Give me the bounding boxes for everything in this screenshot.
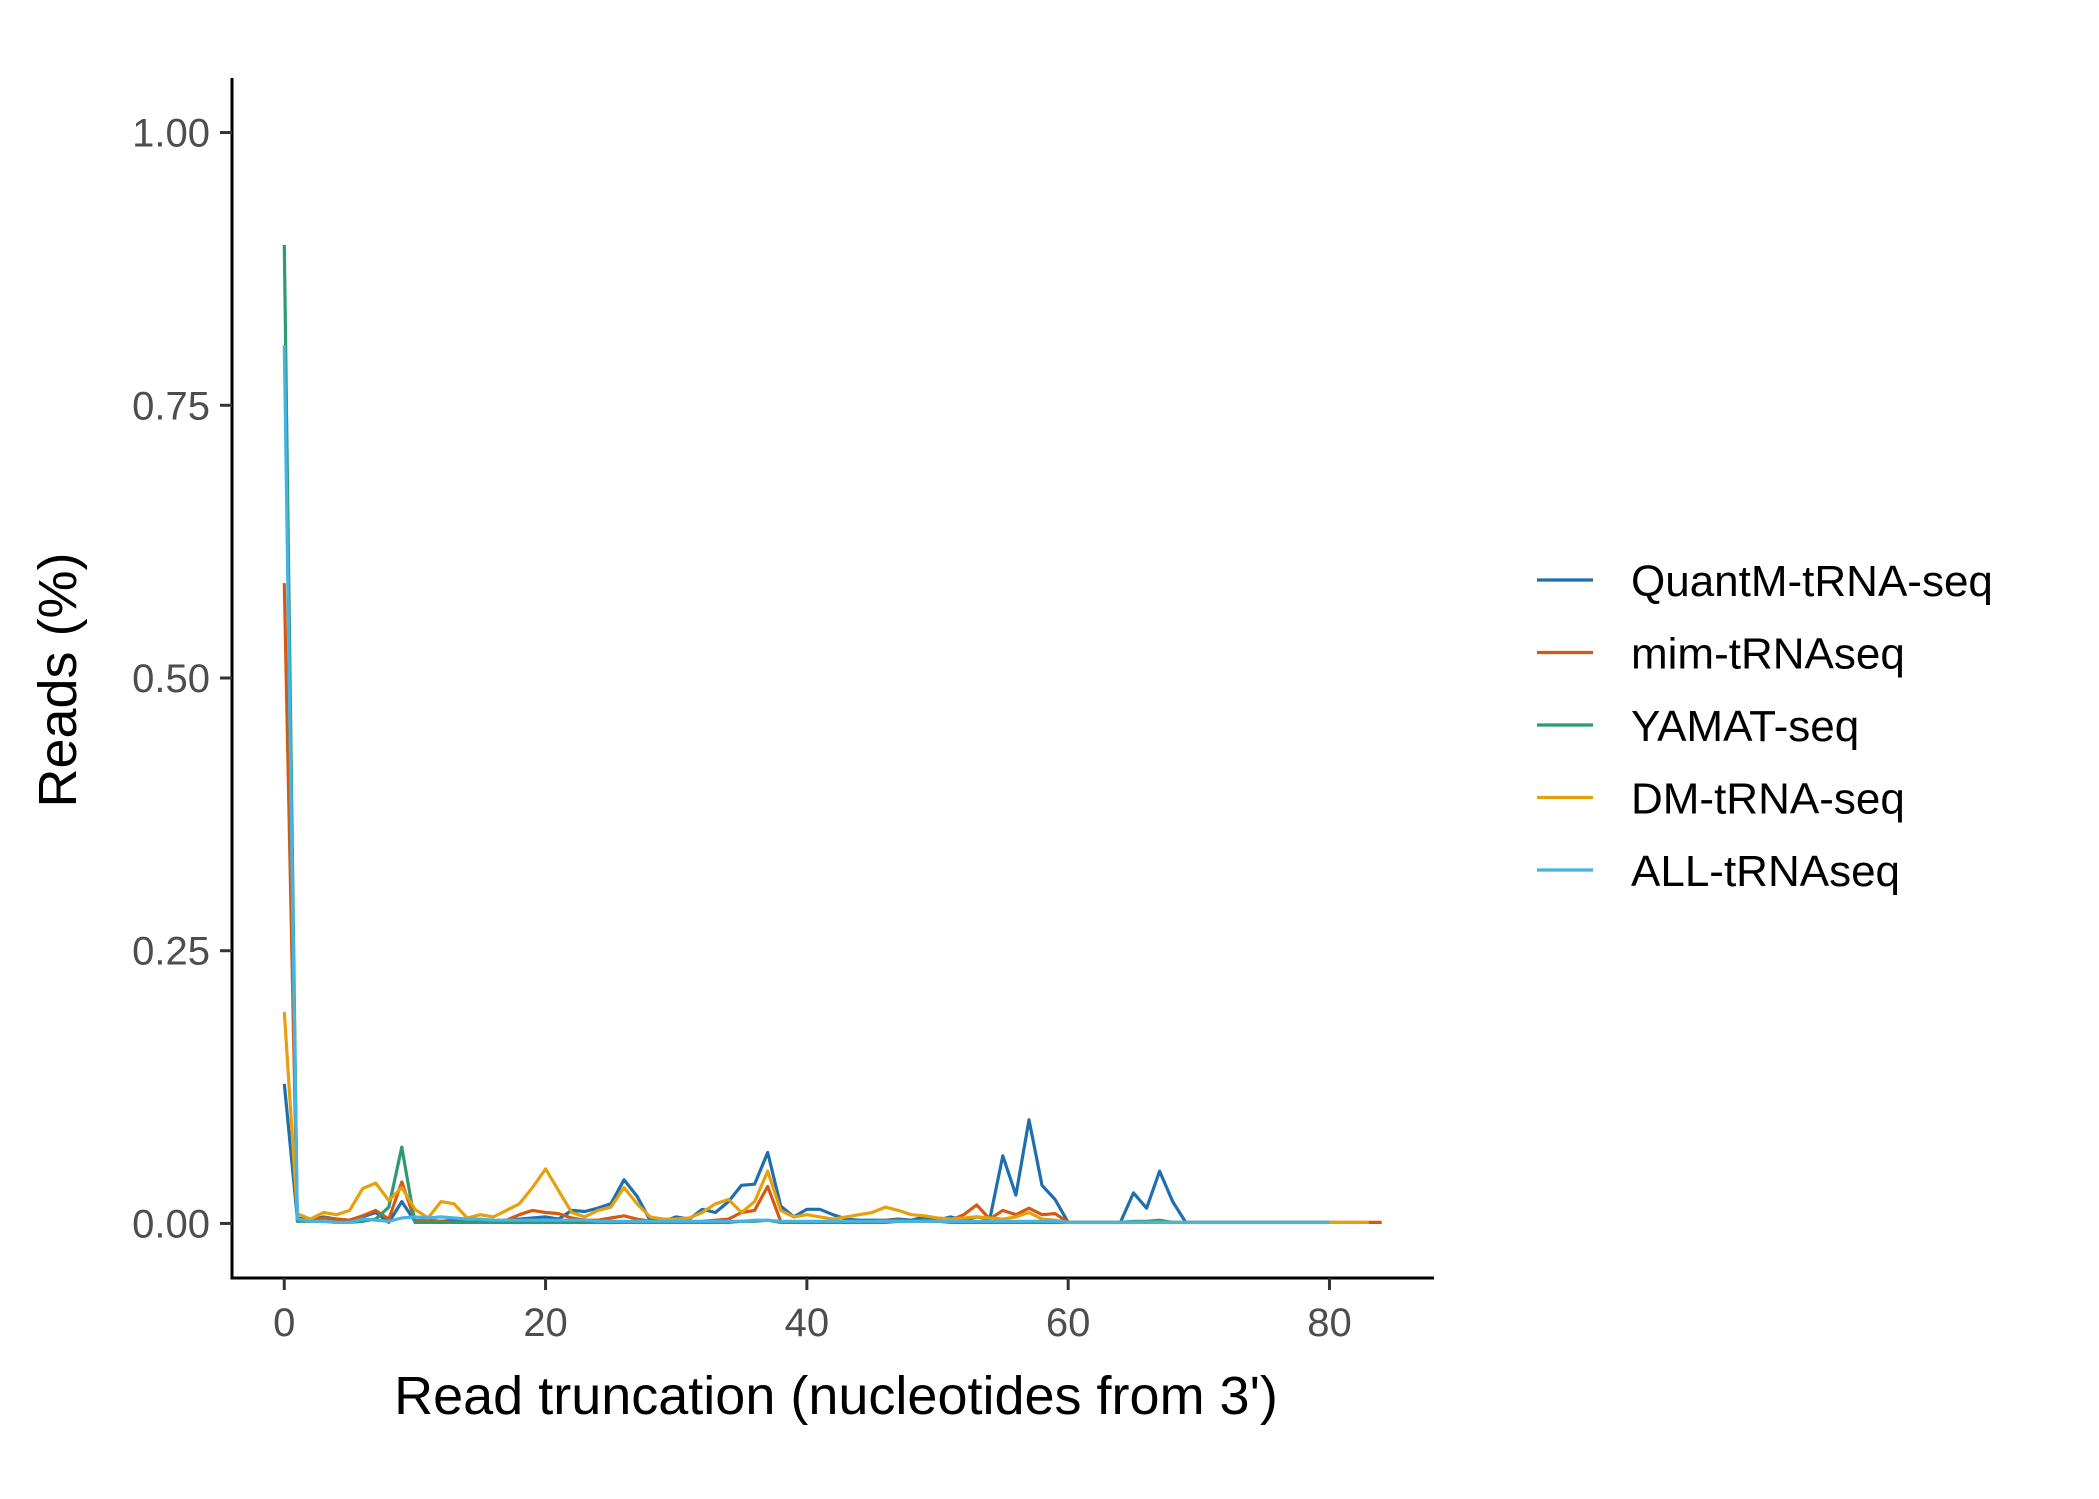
y-axis-ticks: 0.00 0.25 0.50 0.75 1.00: [132, 112, 232, 1246]
legend-label: ALL-tRNAseq: [1631, 847, 1900, 896]
y-tick-label: 0.75: [132, 384, 210, 428]
x-tick-label: 80: [1307, 1301, 1352, 1345]
legend-label: YAMAT-seq: [1631, 702, 1859, 751]
legend: QuantM-tRNA-seq mim-tRNAseq YAMAT-seq DM-tR…: [1537, 557, 1993, 896]
y-tick-label: 0.25: [132, 930, 210, 974]
y-tick-label: 0.50: [132, 657, 210, 701]
series-line-all-trnaseq: [282, 345, 1330, 1225]
y-axis-title: Reads (%): [28, 552, 88, 807]
series-line-quantm-trna-seq: [282, 1083, 1330, 1225]
x-axis-title: Read truncation (nucleotides from 3'): [394, 1366, 1278, 1426]
legend-label: mim-tRNAseq: [1631, 630, 1905, 679]
series-layer: [282, 244, 1382, 1225]
x-axis-ticks: 0 20 40 60 80: [273, 1278, 1352, 1345]
x-tick-label: 20: [523, 1301, 568, 1345]
y-tick-label: 0.00: [132, 1202, 210, 1246]
x-tick-label: 40: [785, 1301, 830, 1345]
y-tick-label: 1.00: [132, 112, 210, 156]
legend-label: QuantM-tRNA-seq: [1631, 557, 1993, 606]
x-tick-label: 60: [1046, 1301, 1091, 1345]
legend-label: DM-tRNA-seq: [1631, 775, 1905, 824]
x-tick-label: 0: [273, 1301, 295, 1345]
